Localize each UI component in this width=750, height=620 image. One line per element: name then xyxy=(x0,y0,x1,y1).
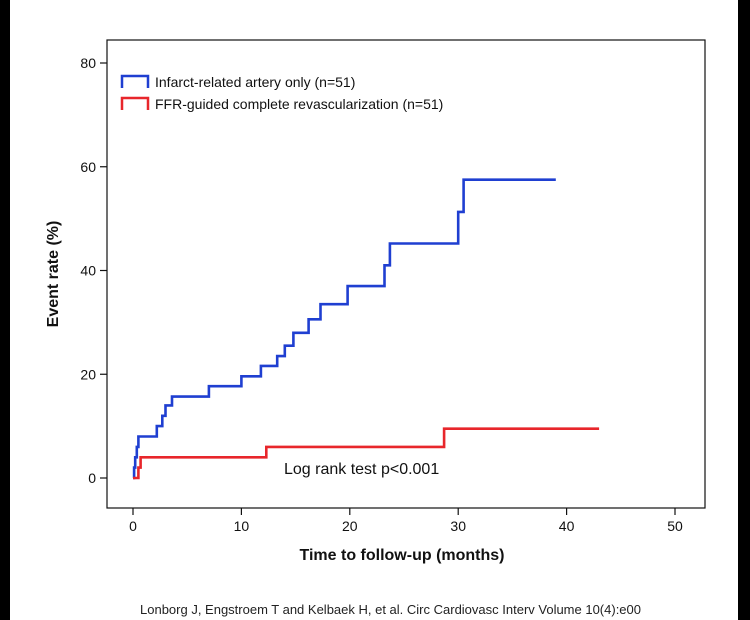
series-layer xyxy=(132,178,600,480)
y-tick-label: 80 xyxy=(80,55,96,71)
legend-swatch-ira xyxy=(120,74,150,88)
x-tick-label: 50 xyxy=(667,518,683,534)
x-axis: 0 10 20 30 40 50 xyxy=(129,508,683,534)
y-axis: 0 20 40 60 80 xyxy=(80,55,107,486)
x-axis-title: Time to follow-up (months) xyxy=(299,547,504,564)
y-axis-title: Event rate (%) xyxy=(45,221,62,328)
figure-panel xyxy=(10,0,738,620)
y-tick-label: 40 xyxy=(80,263,96,279)
x-tick-label: 20 xyxy=(342,518,358,534)
x-tick-label: 10 xyxy=(234,518,250,534)
y-tick-label: 0 xyxy=(88,470,96,486)
source-citation: Lonborg J, Engstroem T and Kelbaek H, et… xyxy=(140,602,641,617)
y-tick-label: 60 xyxy=(80,159,96,175)
x-tick-label: 0 xyxy=(129,518,137,534)
series-line-ffr xyxy=(133,427,600,480)
series-line-ira xyxy=(132,178,556,480)
legend: Infarct-related artery only (n=51) FFR-g… xyxy=(120,74,443,112)
legend-swatch-ffr xyxy=(120,96,150,110)
x-tick-label: 40 xyxy=(559,518,575,534)
x-tick-label: 30 xyxy=(450,518,466,534)
plot-frame xyxy=(106,39,706,509)
legend-label-ira: Infarct-related artery only (n=51) xyxy=(155,74,355,90)
logrank-annotation: Log rank test p<0.001 xyxy=(284,461,439,478)
legend-label-ffr: FFR-guided complete revascularization (n… xyxy=(155,96,443,112)
y-tick-label: 20 xyxy=(80,366,96,382)
